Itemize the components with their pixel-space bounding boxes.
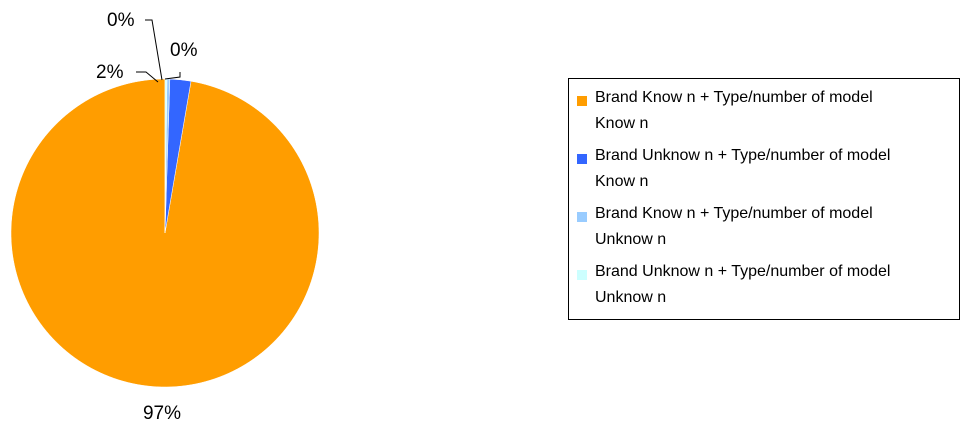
legend-label-line2: Unknow n [595,289,667,306]
leader-lines [136,19,181,83]
legend-label-line2: Unknow n [595,231,667,248]
leader-line-slice-4 [164,72,181,80]
data-label-slice-3: 0% [107,10,135,31]
legend-label-line2: Know n [595,173,649,190]
legend-label-line1: Brand Know n + Type/number of model [595,89,873,106]
legend-swatch [577,96,587,106]
legend-swatch [577,270,587,280]
legend-label-line2: Know n [595,115,649,132]
chart-legend: Brand Know n + Type/number of model Know… [568,78,960,320]
legend-label-line1: Brand Unknow n + Type/number of model [595,263,891,280]
legend-item: Brand Unknow n + Type/number of model Un… [569,259,959,317]
pie-slices [10,78,320,388]
legend-label-line1: Brand Unknow n + Type/number of model [595,147,891,164]
legend-swatch [577,212,587,222]
leader-line-slice-2 [136,71,159,83]
legend-item: Brand Unknow n + Type/number of model Kn… [569,143,959,201]
data-label-slice-1: 97% [143,403,181,424]
legend-item: Brand Know n + Type/number of model Unkn… [569,201,959,259]
legend-swatch [577,154,587,164]
legend-label-line1: Brand Know n + Type/number of model [595,205,873,222]
data-label-slice-2: 2% [96,62,124,83]
data-label-slice-4: 0% [170,40,198,61]
data-labels: 97% 2% 0% 0% [96,10,198,424]
leader-line-slice-3 [145,19,163,81]
legend-item: Brand Know n + Type/number of model Know… [569,85,959,143]
